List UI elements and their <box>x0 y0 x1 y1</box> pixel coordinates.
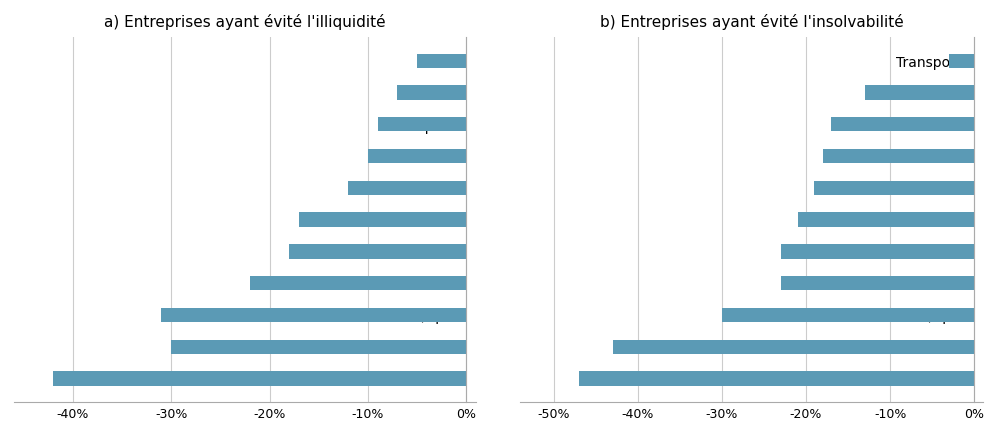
Bar <box>53 372 466 386</box>
Bar <box>781 276 974 291</box>
Bar <box>831 118 974 132</box>
Bar <box>865 86 974 100</box>
Bar <box>417 55 466 69</box>
Bar <box>814 181 974 196</box>
Bar <box>949 55 974 69</box>
Bar <box>613 340 974 354</box>
Bar <box>823 150 974 164</box>
Bar <box>397 86 466 100</box>
Bar <box>161 308 466 322</box>
Title: b) Entreprises ayant évité l'insolvabilité: b) Entreprises ayant évité l'insolvabili… <box>600 14 903 30</box>
Bar <box>798 213 974 227</box>
Title: a) Entreprises ayant évité l'illiquidité: a) Entreprises ayant évité l'illiquidité <box>104 14 386 30</box>
Bar <box>348 181 466 196</box>
Bar <box>579 372 974 386</box>
Bar <box>722 308 974 322</box>
Bar <box>368 150 466 164</box>
Bar <box>171 340 466 354</box>
Bar <box>299 213 466 227</box>
Bar <box>289 245 466 259</box>
Bar <box>250 276 466 291</box>
Bar <box>781 245 974 259</box>
Bar <box>378 118 466 132</box>
